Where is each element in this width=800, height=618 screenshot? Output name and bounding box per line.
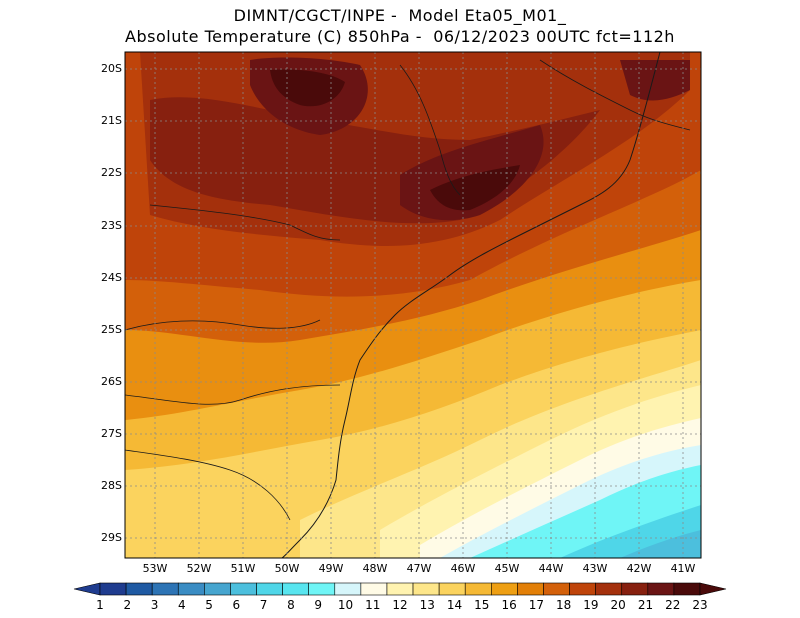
colorbar-label: 13 — [419, 598, 435, 612]
colorbar-swatch — [125, 582, 153, 596]
colorbar-swatch — [177, 582, 205, 596]
lon-label: 42W — [626, 562, 652, 575]
lat-label: 24S — [101, 271, 122, 284]
colorbar-swatch — [569, 582, 596, 596]
colorbar-swatch — [99, 582, 127, 596]
colorbar-label: 3 — [150, 598, 159, 612]
colorbar-swatch — [360, 582, 388, 596]
lat-label: 27S — [101, 427, 122, 440]
colorbar-swatch — [595, 582, 623, 596]
colorbar-swatch — [621, 582, 649, 596]
colorbar-label: 22 — [665, 598, 681, 612]
colorbar-swatch — [673, 582, 701, 596]
colorbar-label: 5 — [205, 598, 213, 612]
colorbar-label: 6 — [232, 598, 241, 612]
colorbar-label: 17 — [528, 598, 544, 612]
colorbar-label: 19 — [583, 598, 599, 612]
lon-label: 43W — [582, 562, 608, 575]
lat-label: 22S — [101, 166, 122, 179]
colorbar-label: 20 — [610, 598, 626, 612]
colorbar-label: 9 — [314, 598, 322, 612]
colorbar-label: 2 — [123, 598, 132, 612]
lon-label: 46W — [450, 562, 476, 575]
colorbar-label: 15 — [474, 598, 490, 612]
colorbar-swatch — [334, 582, 362, 596]
lat-label: 20S — [101, 62, 122, 75]
colorbar-label: 7 — [259, 598, 268, 612]
lat-label: 29S — [101, 531, 122, 544]
colorbar-label: 12 — [392, 598, 408, 612]
colorbar-swatch — [204, 582, 231, 596]
colorbar-label: 16 — [501, 598, 517, 612]
colorbar-label: 8 — [287, 598, 295, 612]
graticule — [125, 52, 701, 558]
lon-label: 51W — [230, 562, 256, 575]
lon-label: 41W — [670, 562, 696, 575]
colorbar-label: 14 — [446, 598, 463, 612]
map-frame — [124, 51, 702, 559]
colorbar-label: 23 — [692, 598, 708, 612]
colorbar-label: 21 — [637, 598, 654, 612]
colorbar-swatch — [256, 582, 283, 596]
lon-label: 52W — [186, 562, 212, 575]
colorbar-swatch — [412, 582, 440, 596]
lat-label: 21S — [101, 114, 122, 127]
colorbar-swatch — [543, 582, 570, 596]
colorbar-swatch — [464, 582, 492, 596]
temperature-field — [125, 52, 701, 558]
colorbar-label: 4 — [177, 598, 186, 612]
colorbar-label: 10 — [337, 598, 354, 612]
lon-label: 44W — [538, 562, 564, 575]
colorbar-label: 18 — [555, 598, 572, 612]
chart-title-line1: DIMNT/CGCT/INPE - Model Eta05_M01_ — [233, 6, 567, 25]
colorbar — [73, 582, 727, 596]
colorbar-swatch — [517, 582, 544, 596]
lat-label: 25S — [101, 323, 122, 336]
lat-label: 23S — [101, 219, 122, 232]
colorbar-arrow-low — [73, 582, 101, 596]
colorbar-arrow-high — [699, 582, 727, 596]
colorbar-swatch — [386, 582, 414, 596]
lon-label: 49W — [318, 562, 344, 575]
lat-label: 26S — [101, 375, 122, 388]
colorbar-swatch — [230, 582, 257, 596]
chart-title-line2: Absolute Temperature (C) 850hPa - 06/12/… — [125, 27, 675, 46]
colorbar-swatch — [282, 582, 309, 596]
colorbar-swatch — [308, 582, 336, 596]
colorbar-label: 1 — [96, 598, 104, 612]
colorbar-swatch — [438, 582, 466, 596]
lon-label: 53W — [142, 562, 168, 575]
lon-label: 50W — [274, 562, 300, 575]
lat-label: 28S — [101, 479, 122, 492]
colorbar-swatch — [151, 582, 179, 596]
lon-label: 47W — [406, 562, 432, 575]
lon-label: 48W — [362, 562, 388, 575]
colorbar-swatch — [647, 582, 675, 596]
colorbar-label: 11 — [365, 598, 381, 612]
lon-label: 45W — [494, 562, 520, 575]
colorbar-swatch — [491, 582, 518, 596]
